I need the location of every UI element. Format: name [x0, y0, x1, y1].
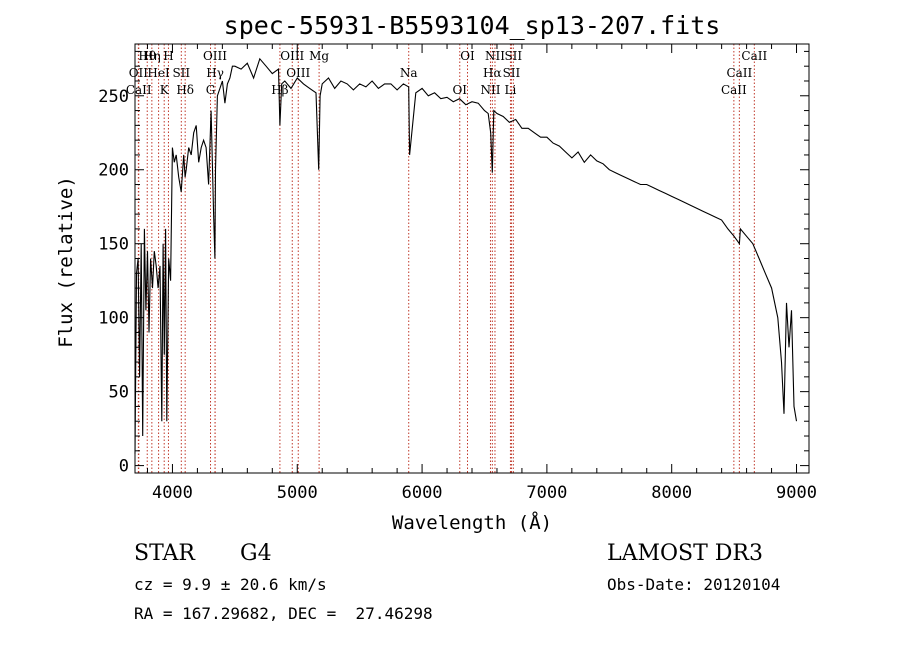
spectral-line-label: Hγ	[206, 66, 224, 80]
spectral-line-label: K	[160, 83, 170, 97]
x-tick-label: 6000	[402, 483, 443, 503]
chart-title: spec-55931-B5593104_sp13-207.fits	[224, 11, 721, 40]
object-class: STAR	[134, 541, 196, 566]
y-tick-label: 250	[98, 87, 129, 107]
plot-frame	[134, 43, 810, 474]
spectral-line-label: OIII	[280, 49, 304, 63]
spectral-line-label: SII	[504, 49, 522, 63]
spectrum-line	[134, 57, 798, 454]
obs-date: Obs-Date: 20120104	[607, 575, 780, 594]
spectral-line-label: NII	[480, 83, 500, 97]
object-subclass: G4	[240, 541, 272, 566]
spectral-line-label: OIII	[203, 49, 227, 63]
spectral-line-label: Na	[400, 66, 418, 80]
x-axis-label: Wavelength (Å)	[392, 511, 552, 534]
x-tick-label: 9000	[776, 483, 817, 503]
spectral-line-label: OI	[452, 83, 467, 97]
x-tick-label: 4000	[152, 483, 193, 503]
spectral-line-label: Li	[505, 83, 517, 97]
y-tick-label: 150	[98, 235, 129, 255]
spectral-line-label: Mg	[309, 49, 329, 63]
y-tick-label: 0	[119, 457, 129, 477]
y-axis-ticks: 0 50 100 150 200 250	[98, 50, 809, 477]
spectral-line-markers	[137, 44, 755, 473]
spectral-line-label: Hβ	[271, 83, 288, 97]
survey-name: LAMOST DR3	[607, 541, 763, 566]
spectral-line-label: Hα	[483, 66, 502, 80]
y-axis-label: Flux (relative)	[55, 176, 77, 348]
x-tick-label: 5000	[277, 483, 318, 503]
x-tick-label: 8000	[651, 483, 692, 503]
spectral-line-label: NII	[485, 49, 505, 63]
spectral-line-label: OII	[129, 66, 149, 80]
spectral-line-label: CaII	[726, 66, 752, 80]
spectral-line-label: HeI	[147, 66, 170, 80]
coordinates-readout: RA = 167.29682, DEC = 27.46298	[134, 604, 433, 623]
spectral-line-labels: Hθ OII CaII Hη HeI K H SII Hδ OIII Hγ G OIII OIII Hβ Mg…	[126, 49, 768, 97]
y-tick-label: 100	[98, 309, 129, 329]
x-axis-ticks: 4000 5000 6000 7000 8000 9000	[146, 44, 817, 503]
spectral-line-label: G	[206, 83, 216, 97]
spectral-line-label: Hη	[143, 49, 161, 63]
spectral-line-label: H	[163, 49, 173, 63]
spectral-line-label: SII	[172, 66, 190, 80]
y-tick-label: 50	[109, 383, 129, 403]
y-tick-label: 200	[98, 161, 129, 181]
spectral-line-label: Hθ	[138, 49, 156, 63]
spectral-line-label: SII	[503, 66, 521, 80]
redshift-readout: cz = 9.9 ± 20.6 km/s	[134, 575, 327, 594]
spectral-line-label: CaII	[741, 49, 767, 63]
spectral-line-label: Hδ	[176, 83, 194, 97]
spectral-line-label: CaII	[721, 83, 747, 97]
spectral-line-label: OIII	[286, 66, 310, 80]
x-tick-label: 7000	[526, 483, 567, 503]
spectral-line-label: OI	[460, 49, 475, 63]
spectral-line-label: CaII	[126, 83, 152, 97]
